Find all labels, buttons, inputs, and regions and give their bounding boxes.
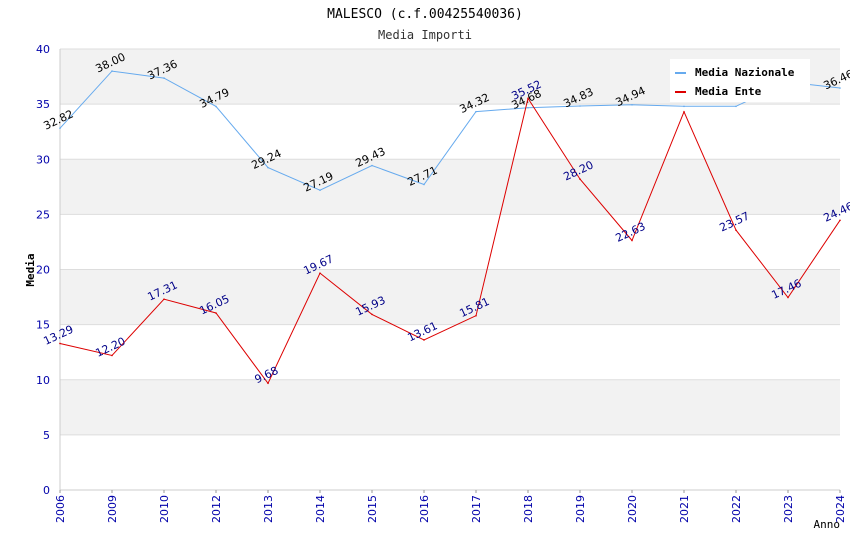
y-tick-label: 5: [43, 429, 50, 442]
data-point-nazionale: [735, 105, 737, 108]
data-point-nazionale: [163, 77, 165, 79]
grid-band: [60, 434, 840, 490]
data-point-nazionale: [371, 164, 373, 167]
y-tick-label: 20: [36, 264, 50, 277]
data-point-ente: [631, 239, 633, 242]
data-point-ente: [475, 314, 477, 317]
x-tick-label: 2013: [262, 495, 275, 523]
data-point-nazionale: [215, 105, 217, 108]
data-point-nazionale: [527, 106, 529, 109]
data-point-ente: [683, 111, 685, 113]
data-point-nazionale: [683, 105, 685, 108]
data-point-nazionale: [59, 127, 61, 129]
y-tick-label: 0: [43, 484, 50, 497]
x-tick-label: 2023: [782, 495, 795, 523]
data-point-ente: [267, 382, 269, 385]
y-tick-label: 25: [36, 208, 50, 221]
grid-band: [60, 104, 840, 160]
x-tick-label: 2016: [418, 495, 431, 523]
legend-label: Media Ente: [695, 85, 762, 98]
data-point-nazionale: [111, 70, 113, 72]
x-tick-label: 2020: [626, 495, 639, 523]
plot-area: [60, 48, 840, 491]
data-point-ente: [423, 339, 425, 341]
y-tick-label: 35: [36, 98, 50, 111]
x-axis-title: Anno: [814, 518, 841, 531]
x-tick-label: 2012: [210, 495, 223, 523]
y-tick-label: 10: [36, 374, 50, 387]
x-tick-label: 2018: [522, 495, 535, 523]
data-point-nazionale: [631, 103, 633, 106]
data-point-ente: [371, 313, 373, 316]
series-line-media-nazionale: [59, 70, 841, 191]
x-tick-label: 2017: [470, 495, 483, 523]
data-point-ente: [839, 219, 841, 222]
chart-subtitle: Media Importi: [378, 28, 472, 42]
data-point-ente: [215, 312, 217, 314]
x-tick-label: 2009: [106, 495, 119, 523]
series-line-media-ente: [59, 97, 841, 385]
data-point-nazionale: [475, 110, 477, 113]
x-tick-label: 2006: [54, 495, 67, 523]
data-point-ente: [527, 97, 529, 100]
y-axis-title: Media: [24, 253, 37, 286]
data-point-nazionale: [839, 87, 841, 89]
y-tick-label: 40: [36, 43, 50, 56]
x-tick-label: 2015: [366, 495, 379, 523]
data-point-ente: [735, 229, 737, 231]
x-tick-label: 2014: [314, 495, 327, 523]
data-point-nazionale: [579, 105, 581, 107]
legend: Media Nazionale Media Ente: [670, 59, 810, 102]
data-point-nazionale: [319, 189, 321, 192]
x-tick-label: 2021: [678, 495, 691, 523]
x-tick-label: 2024: [834, 495, 847, 523]
grid-band: [60, 214, 840, 270]
x-tick-label: 2019: [574, 495, 587, 523]
legend-box: [670, 59, 810, 102]
y-tick-label: 30: [36, 153, 50, 166]
y-tick-label: 15: [36, 319, 50, 332]
data-point-nazionale: [267, 166, 269, 169]
x-tick-label: 2010: [158, 495, 171, 523]
grid-band: [60, 379, 840, 435]
data-point-ente: [163, 298, 165, 300]
grid-band: [60, 324, 840, 380]
data-point-ente: [579, 178, 581, 180]
data-point-ente: [111, 354, 113, 357]
grid-band: [60, 269, 840, 325]
x-tick-label: 2022: [730, 495, 743, 523]
data-point-ente: [59, 342, 61, 345]
legend-label: Media Nazionale: [695, 66, 795, 79]
grid-band: [60, 159, 840, 215]
data-point-nazionale: [423, 183, 425, 186]
data-point-ente: [787, 296, 789, 299]
chart-title: MALESCO (c.f.00425540036): [327, 7, 523, 22]
data-point-ente: [319, 272, 321, 274]
